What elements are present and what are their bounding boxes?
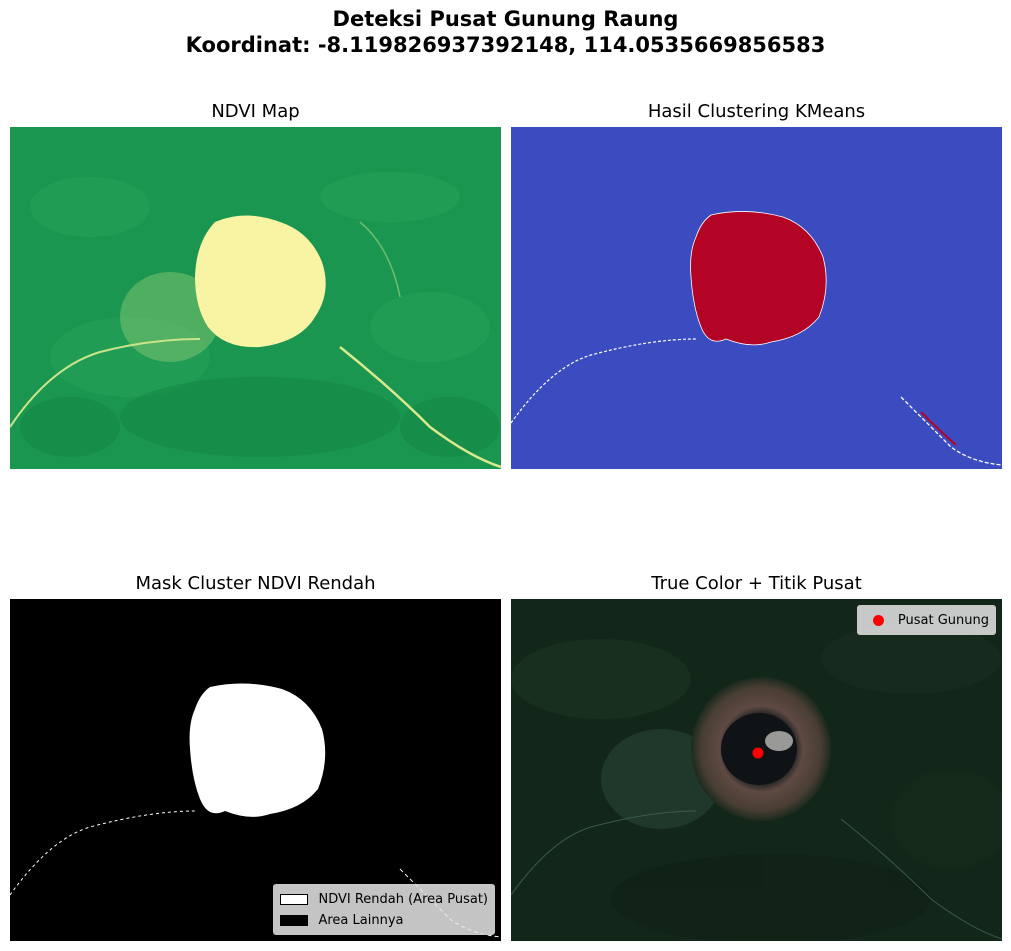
mask-image: NDVI Rendah (Area Pusat) Area Lainnya bbox=[10, 599, 501, 941]
figure-title-line-1: Deteksi Pusat Gunung Raung bbox=[332, 7, 679, 31]
cluster-map-image bbox=[511, 127, 1002, 469]
truecolor-legend: Pusat Gunung bbox=[856, 605, 996, 635]
mask-legend-item-other: Area Lainnya bbox=[280, 910, 488, 931]
ndvi-panel-title: NDVI Map bbox=[211, 101, 300, 122]
mask-legend-item-low-ndvi: NDVI Rendah (Area Pusat) bbox=[280, 889, 488, 910]
cluster-panel-title: Hasil Clustering KMeans bbox=[647, 101, 866, 122]
truecolor-svg bbox=[511, 599, 1002, 941]
center-point-marker bbox=[752, 747, 764, 759]
mask-legend-label: NDVI Rendah (Area Pusat) bbox=[318, 892, 488, 907]
ndvi-map-image bbox=[10, 127, 501, 469]
truecolor-image: Pusat Gunung bbox=[511, 599, 1002, 941]
white-swatch-icon bbox=[280, 894, 309, 905]
black-swatch-icon bbox=[280, 915, 309, 926]
truecolor-panel-title: True Color + Titik Pusat bbox=[651, 573, 862, 594]
truecolor-legend-item-center: Pusat Gunung bbox=[864, 610, 989, 631]
mask-legend-label: Area Lainnya bbox=[318, 913, 404, 928]
mask-panel-title: Mask Cluster NDVI Rendah bbox=[135, 573, 376, 594]
cluster-map-svg bbox=[511, 127, 1002, 469]
figure-title-line-2: Koordinat: -8.119826937392148, 114.05356… bbox=[185, 33, 826, 57]
truecolor-legend-label: Pusat Gunung bbox=[897, 613, 989, 628]
red-dot-icon bbox=[872, 615, 884, 626]
ndvi-map-svg bbox=[10, 127, 501, 469]
figure-title: Deteksi Pusat Gunung Raung Koordinat: -8… bbox=[0, 6, 1011, 58]
mask-legend: NDVI Rendah (Area Pusat) Area Lainnya bbox=[273, 884, 495, 935]
